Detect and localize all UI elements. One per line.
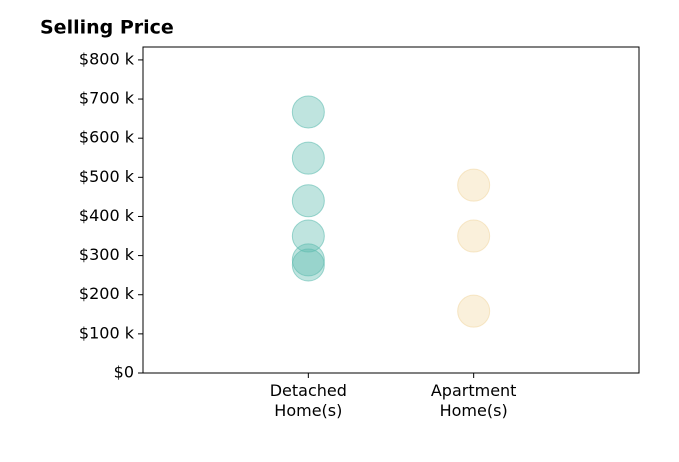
point [457, 219, 491, 253]
point [291, 248, 325, 282]
plot-frame [142, 46, 640, 374]
point [291, 243, 325, 277]
y-tick-label: $100 k [79, 323, 135, 342]
x-tick-label: Detached Home(s) [269, 381, 347, 420]
y-tick-label: $200 k [79, 284, 135, 303]
y-tick-label: $0 [114, 363, 134, 382]
y-tick-label: $500 k [79, 167, 135, 186]
y-tick-label: $300 k [79, 245, 135, 264]
point [291, 141, 325, 175]
point [291, 219, 325, 253]
y-tick-label: $700 k [79, 89, 135, 108]
point [457, 168, 491, 202]
y-tick-label: $400 k [79, 206, 135, 225]
point [291, 95, 325, 129]
x-tick-label: Apartment Home(s) [430, 381, 517, 420]
y-tick-label: $600 k [79, 128, 135, 147]
point [291, 184, 325, 218]
point [457, 294, 491, 328]
chart-title: Selling Price [40, 17, 174, 39]
y-tick-label: $800 k [79, 49, 135, 68]
